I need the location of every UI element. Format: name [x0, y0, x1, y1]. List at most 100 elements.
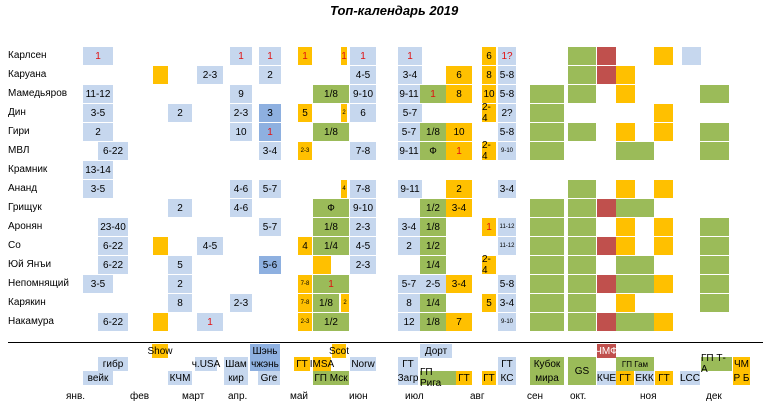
legend-gt-1: ГТ: [294, 357, 310, 371]
result-cell: 2: [83, 123, 113, 141]
event-marker: [682, 47, 701, 65]
month-label: дек: [706, 391, 722, 402]
event-marker: [568, 256, 596, 274]
event-marker: [597, 237, 616, 255]
event-marker: [597, 313, 616, 331]
result-cell: Ф: [420, 142, 446, 160]
player-name: Грищук: [8, 202, 42, 213]
result-cell: 9-11: [398, 142, 420, 160]
event-marker: [568, 218, 596, 236]
result-cell: 11-12: [498, 218, 516, 236]
month-label: июл: [405, 391, 424, 402]
result-cell: 2-4: [482, 254, 496, 276]
month-label: янв.: [66, 391, 86, 402]
month-label: сен: [527, 391, 544, 402]
legend-gt-6: ГТ: [616, 371, 634, 385]
event-marker: [568, 294, 596, 312]
event-marker: [153, 313, 168, 331]
result-cell: 5-7: [398, 275, 420, 293]
result-cell: 9-10: [498, 142, 516, 160]
legend-gp-riga: ГП Рига: [420, 367, 456, 389]
result-cell: 1/2: [420, 199, 446, 217]
player-name: Накамура: [8, 316, 54, 327]
player-name: Карлсен: [8, 50, 47, 61]
event-marker: [654, 218, 673, 236]
result-cell: 5-8: [498, 85, 516, 103]
result-cell: 5-6: [259, 256, 281, 274]
event-marker: [654, 123, 673, 141]
month-label: май: [290, 391, 309, 402]
legend-mira: мира: [530, 371, 564, 385]
result-cell: 13-14: [83, 161, 113, 179]
result-cell: 23-40: [98, 218, 128, 236]
player-name: Гири: [8, 126, 30, 137]
result-cell: 4-6: [230, 180, 252, 198]
event-marker: [530, 85, 564, 103]
result-cell: 5: [482, 294, 496, 312]
result-cell: 1: [420, 85, 446, 103]
result-cell: 4: [298, 237, 312, 255]
event-marker: [616, 256, 654, 274]
event-marker: [700, 123, 729, 141]
result-cell: 2: [446, 180, 472, 198]
player-name: Мамедьяров: [8, 88, 68, 99]
result-cell: 1/8: [313, 123, 349, 141]
result-cell: 2: [168, 275, 192, 293]
result-cell: 2-4: [482, 102, 496, 124]
event-marker: [616, 237, 635, 255]
result-cell: 6-22: [98, 142, 128, 160]
event-marker: [568, 66, 596, 84]
event-marker: [313, 256, 331, 274]
legend-chusa: ч.USA: [191, 357, 221, 371]
event-marker: [568, 275, 596, 293]
event-marker: [700, 85, 729, 103]
legend-show: Show: [147, 344, 173, 358]
player-name: Карякин: [8, 297, 46, 308]
result-cell: 2: [259, 66, 281, 84]
event-marker: [530, 275, 564, 293]
result-cell: 5-8: [498, 275, 516, 293]
legend-ks: КС: [498, 371, 516, 385]
legend-kir: кир: [224, 371, 248, 385]
result-cell: 3-4: [259, 142, 281, 160]
event-marker: [700, 142, 729, 160]
result-cell: 3-5: [83, 104, 113, 122]
result-cell: 8: [398, 294, 420, 312]
legend-zagr: Загр: [397, 371, 419, 385]
result-cell: 3-5: [83, 180, 113, 198]
player-name: Каруана: [8, 69, 47, 80]
legend-sham: Шам: [224, 357, 248, 371]
result-cell: 5-8: [498, 123, 516, 141]
event-marker: [597, 47, 616, 65]
result-cell: 6-22: [98, 256, 128, 274]
result-cell: 1/2: [313, 313, 349, 331]
result-cell: 2: [341, 104, 347, 122]
result-cell: 1/4: [313, 237, 349, 255]
result-cell: 4-5: [350, 237, 376, 255]
event-marker: [700, 275, 729, 293]
result-cell: 1: [341, 47, 347, 65]
result-cell: 2-3: [298, 142, 312, 160]
player-name: Непомнящий: [8, 278, 69, 289]
result-cell: 2-3: [350, 218, 376, 236]
result-cell: 2-3: [197, 66, 223, 84]
legend-kubok: Кубок: [530, 357, 564, 371]
player-name: Со: [8, 240, 21, 251]
result-cell: 1: [197, 313, 223, 331]
result-cell: 6: [350, 104, 376, 122]
result-cell: 4-6: [230, 199, 252, 217]
result-cell: 9-10: [350, 199, 376, 217]
event-marker: [616, 275, 654, 293]
result-cell: 1: [259, 123, 281, 141]
result-cell: 7-8: [298, 275, 312, 293]
event-marker: [616, 85, 635, 103]
result-cell: 3-4: [398, 66, 422, 84]
player-name: Юй Янъи: [8, 259, 52, 270]
result-cell: 3-4: [498, 294, 516, 312]
result-cell: 5-7: [398, 104, 422, 122]
result-cell: 4: [341, 180, 347, 198]
legend-gre: Gre: [258, 371, 280, 385]
event-marker: [616, 218, 635, 236]
legend-gs: GS: [568, 357, 596, 385]
event-marker: [530, 313, 564, 331]
